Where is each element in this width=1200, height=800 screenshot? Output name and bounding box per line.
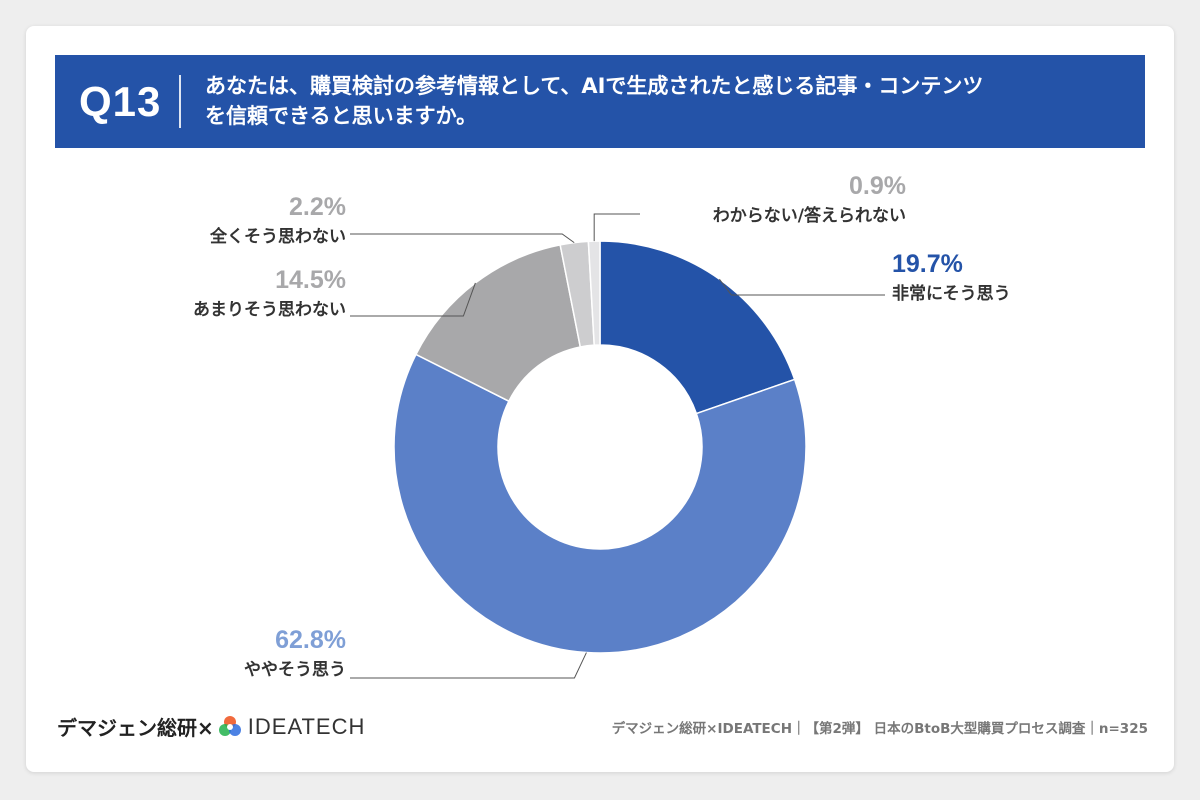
leader-line-very-much: [719, 278, 885, 296]
slice-somewhat: [393, 353, 807, 654]
slice-pct-not-at-all: 2.2%: [289, 193, 346, 221]
question-text: あなたは、購買検討の参考情報として、AIで生成されたと感じる記事・コンテンツ を…: [205, 71, 1125, 131]
slice-label-not-much: あまりそう思わない: [193, 300, 346, 320]
brand-text: デマジェン総研×: [57, 716, 214, 740]
slice-label-somewhat: ややそう思う: [244, 660, 346, 680]
slice-pct-dont-know: 0.9%: [849, 172, 906, 200]
label-somewhat: 62.8% ややそう思う: [244, 626, 346, 680]
leader-line-somewhat: [350, 652, 587, 679]
leader-line-not-much: [350, 282, 476, 317]
footer-source: デマジェン総研×IDEATECH｜【第2弾】 日本のBtoB大型購買プロセス調査…: [611, 721, 1148, 737]
leader-line-not-at-all: [350, 233, 575, 244]
slice-dont-know: [587, 240, 601, 346]
slice-label-dont-know: わからない/答えられない: [712, 206, 906, 226]
leader-lines: [350, 213, 885, 679]
label-very-much: 19.7% 非常にそう思う: [892, 250, 1011, 304]
ideatech-logo-icon: [218, 715, 241, 736]
question-line-1: あなたは、購買検討の参考情報として、AIで生成されたと感じる記事・コンテンツ: [205, 74, 984, 98]
question-line-2: を信頼できると思いますか。: [205, 104, 478, 128]
slice-label-not-at-all: 全くそう思わない: [210, 227, 346, 247]
label-not-much: 14.5% あまりそう思わない: [193, 266, 346, 320]
label-not-at-all: 2.2% 全くそう思わない: [210, 193, 346, 247]
slice-label-very-much: 非常にそう思う: [892, 284, 1011, 304]
footer-brand: デマジェン総研× IDEATECH: [57, 712, 365, 741]
slice-pct-very-much: 19.7%: [892, 250, 963, 278]
slice-very-much: [599, 240, 796, 415]
label-dont-know: 0.9% わからない/答えられない: [713, 172, 906, 226]
question-banner: Q13 あなたは、購買検討の参考情報として、AIで生成されたと感じる記事・コンテ…: [55, 55, 1145, 148]
banner-divider: [179, 75, 181, 128]
ideatech-logo-text: IDEATECH: [247, 713, 366, 739]
slice-pct-somewhat: 62.8%: [275, 626, 346, 654]
question-number: Q13: [79, 78, 162, 125]
leader-line-dont-know: [593, 213, 640, 242]
donut-slices: [393, 240, 807, 654]
slice-pct-not-much: 14.5%: [275, 266, 346, 294]
